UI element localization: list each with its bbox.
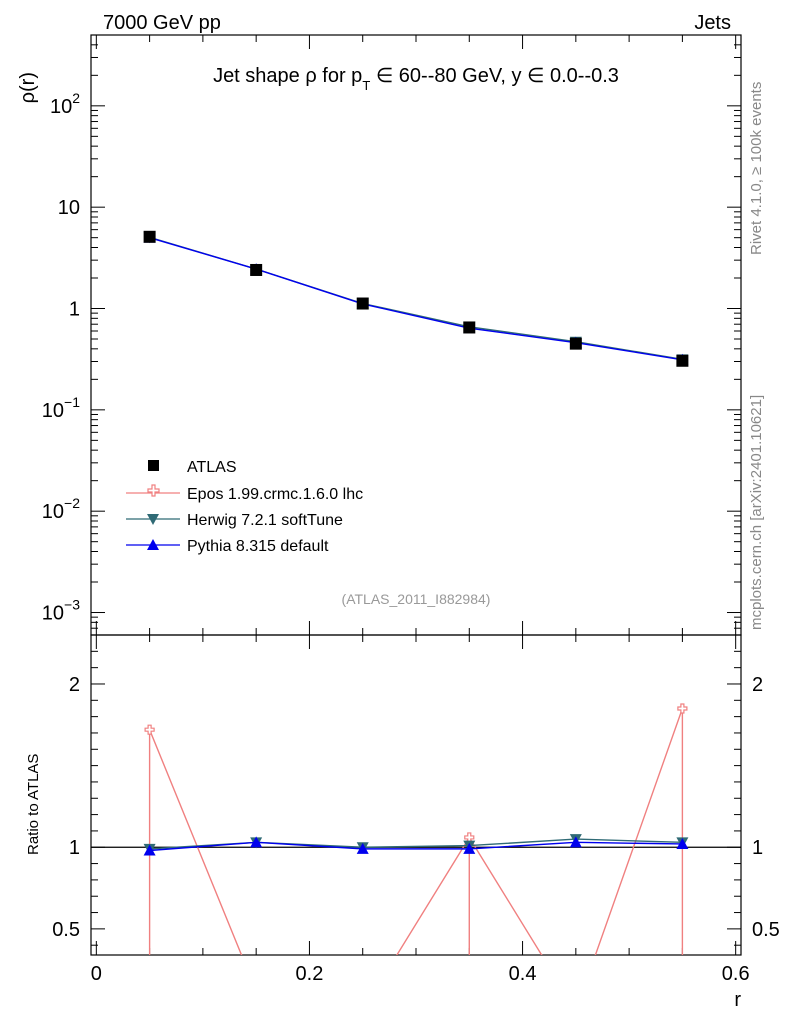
y-tick-label: 1 <box>69 299 80 321</box>
y-tick-label: 10−3 <box>42 597 80 625</box>
y-axis-label: ρ(r) <box>17 72 39 103</box>
legend-herwig-marker <box>147 514 159 525</box>
y-tick-label: 10−1 <box>42 394 80 422</box>
y-tick-label-base: 10 <box>42 603 64 625</box>
legend-item-herwig: Herwig 7.2.1 softTune <box>126 512 343 529</box>
legend-item-atlas: ATLAS <box>148 459 237 476</box>
ratio-tick-label-left: 1 <box>69 837 80 859</box>
header-left: 7000 GeV pp <box>103 12 221 34</box>
rivet-label: Rivet 4.1.0, ≥ 100k events <box>748 82 765 255</box>
legend-epos-cross <box>147 484 160 497</box>
ratio-y-axis-label: Ratio to ATLAS <box>25 754 42 855</box>
ratio-tick-label-right: 0.5 <box>752 919 780 941</box>
ratio-point-1 <box>144 724 155 735</box>
ratio-point-3 <box>463 842 476 854</box>
ratio-series <box>143 703 689 955</box>
analysis-id: (ATLAS_2011_I882984) <box>342 591 491 607</box>
ratio-point-1 <box>464 832 475 843</box>
ratio-point-3 <box>250 836 263 848</box>
legend-pythia-marker <box>147 539 159 550</box>
ratio-point-3 <box>356 842 369 854</box>
ratio-point-1 <box>677 703 688 714</box>
series-line-2 <box>149 236 683 361</box>
data-point-atlas <box>463 321 476 334</box>
legend: ATLAS Epos 1.99.crmc.1.6.0 lhc Herwig 7.… <box>126 459 363 555</box>
x-axis-label: r <box>734 989 741 1011</box>
y-tick-label-base: 10 <box>42 400 64 422</box>
ratio-tick-label-left: 0.5 <box>52 919 80 941</box>
legend-atlas-marker <box>148 460 159 471</box>
series-line-3 <box>149 237 683 361</box>
y-tick-label-exp: −2 <box>64 495 80 511</box>
ratio-line-3 <box>149 841 683 852</box>
ratio-plot-frame <box>90 634 742 956</box>
ratio-line-1 <box>148 708 684 955</box>
legend-item-pythia: Pythia 8.315 default <box>126 538 329 555</box>
data-point-atlas <box>250 263 263 276</box>
ratio-point-3 <box>143 844 156 856</box>
y-tick-label: 102 <box>50 90 80 118</box>
x-tick-label: 0.4 <box>509 963 537 985</box>
y-tick-label-exp: −3 <box>64 597 80 613</box>
x-tick-label: 0.2 <box>296 963 324 985</box>
data-point-atlas <box>676 354 689 367</box>
legend-atlas-label: ATLAS <box>187 459 237 476</box>
legend-epos-label: Epos 1.99.crmc.1.6.0 lhc <box>187 486 363 503</box>
y-tick-label-exp: −1 <box>64 394 80 410</box>
ratio-tick-label-right: 1 <box>752 837 763 859</box>
legend-pythia-label: Pythia 8.315 default <box>187 538 329 555</box>
legend-herwig-label: Herwig 7.2.1 softTune <box>187 512 343 529</box>
main-axis-ticks <box>91 34 741 636</box>
y-tick-label: 10 <box>58 197 80 219</box>
data-point-atlas <box>143 230 156 243</box>
ratio-point-3 <box>676 837 689 849</box>
y-tick-label-base: 10 <box>50 96 72 118</box>
ratio-point-3 <box>569 836 582 848</box>
plot-title-pre: Jet shape ρ for p <box>213 65 362 87</box>
data-point-atlas <box>569 337 582 350</box>
legend-item-epos: Epos 1.99.crmc.1.6.0 lhc <box>126 484 363 503</box>
plot-title-post: ∈ 60--80 GeV, y ∈ 0.0--0.3 <box>370 65 619 87</box>
plot-title: Jet shape ρ for pT ∈ 60--80 GeV, y ∈ 0.0… <box>213 65 619 93</box>
y-tick-label-exp: 2 <box>72 90 80 106</box>
header-right: Jets <box>694 12 731 34</box>
ratio-tick-label-left: 2 <box>69 674 80 696</box>
y-tick-label: 10−2 <box>42 495 80 523</box>
data-point-atlas <box>356 297 369 310</box>
ratio-tick-label-right: 2 <box>752 674 763 696</box>
x-tick-label: 0 <box>91 963 102 985</box>
main-series <box>143 230 689 367</box>
ratio-axis-ticks <box>91 650 741 946</box>
y-tick-label-base: 10 <box>58 197 80 219</box>
y-tick-label-base: 10 <box>42 501 64 523</box>
plot-title-sub: T <box>362 78 370 93</box>
y-tick-label-base: 1 <box>69 299 80 321</box>
x-tick-label: 0.6 <box>722 963 750 985</box>
mcplots-label: mcplots.cern.ch [arXiv:2401.10621] <box>748 395 765 630</box>
